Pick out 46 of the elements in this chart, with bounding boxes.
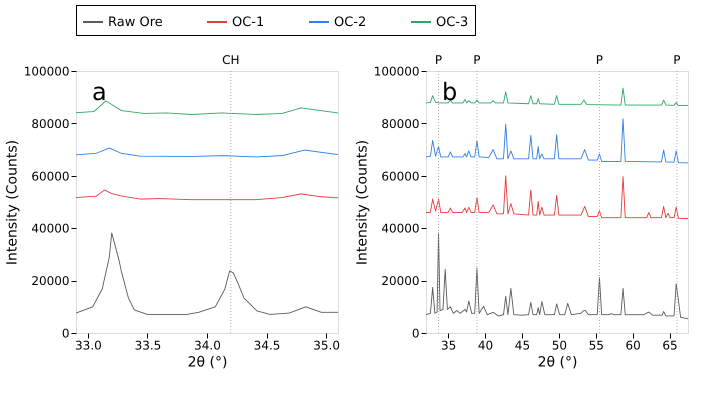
y-tick-label: 80000 (31, 116, 70, 131)
line-series (426, 232, 688, 320)
line-series (76, 100, 338, 115)
y-tick-label: 40000 (381, 222, 420, 236)
legend-label: Raw Ore (108, 15, 163, 30)
ref-line-label: CH (222, 53, 240, 67)
y-tick-label: 20000 (381, 274, 420, 288)
x-axis-title: 2θ (°) (188, 354, 228, 370)
legend-label: OC-2 (334, 15, 366, 30)
y-tick-label: 60000 (381, 169, 420, 184)
legend-label: OC-3 (436, 15, 468, 30)
x-tick-label: 33.5 (134, 338, 162, 352)
x-tick-label: 40 (478, 338, 494, 352)
y-tick-label: 100000 (24, 64, 70, 78)
y-tick-label: 0 (412, 326, 420, 340)
annotation: b (442, 78, 458, 106)
y-axis-title: Intensity (Counts) (4, 140, 21, 266)
x-tick-label: 60 (626, 338, 641, 352)
y-axis-title: Intensity (Counts) (354, 140, 371, 266)
x-tick-label: 35.0 (313, 338, 340, 352)
legend-label: OC-1 (232, 15, 264, 30)
line-series (426, 175, 688, 219)
y-tick-label: 20000 (31, 274, 70, 288)
y-tick-label: 100000 (374, 64, 420, 78)
y-tick-label: 40000 (31, 222, 70, 236)
x-tick-label: 55 (588, 338, 604, 352)
ref-line-label: P (673, 53, 681, 67)
x-tick-label: 34.0 (194, 338, 221, 352)
x-tick-label: 50 (552, 338, 567, 352)
line-series (76, 190, 338, 200)
annotation: a (92, 78, 107, 106)
y-tick-label: 0 (62, 326, 70, 340)
ref-line-label: P (473, 53, 481, 67)
x-tick-label: 45 (514, 338, 530, 352)
y-tick-label: 60000 (31, 169, 70, 184)
ref-line-label: P (434, 53, 442, 67)
x-tick-label: 34.5 (254, 338, 280, 352)
x-axis-title: 2θ (°) (538, 354, 578, 370)
line-series (426, 118, 688, 164)
ref-line-label: P (596, 53, 604, 67)
line-series (76, 232, 338, 315)
x-tick-label: 65 (662, 338, 678, 352)
line-series (76, 148, 338, 158)
x-tick-label: 33.0 (75, 338, 102, 352)
y-tick-label: 80000 (381, 116, 420, 131)
x-tick-label: 35 (441, 338, 456, 352)
